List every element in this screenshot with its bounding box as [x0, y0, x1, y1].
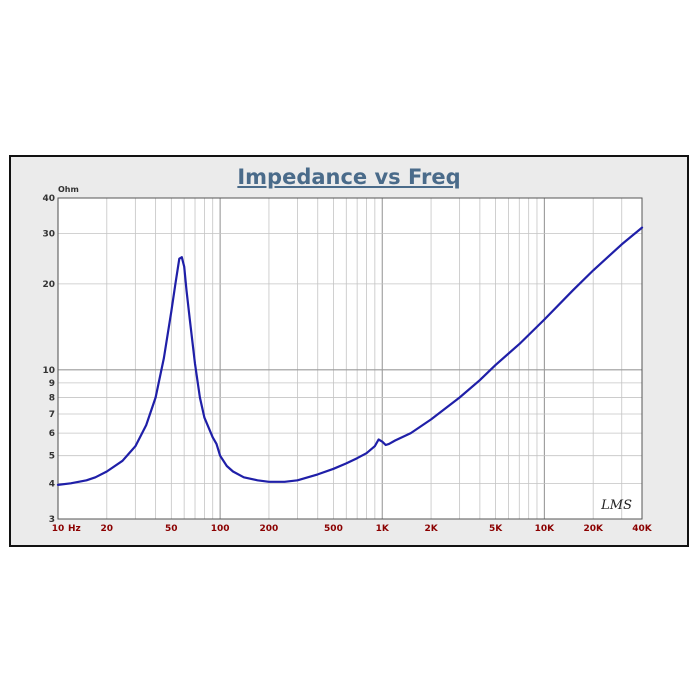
x-unit-label: Hz	[68, 524, 81, 534]
y-tick-label: 4	[49, 479, 55, 489]
chart-svg: 10 20 50 100 200 500 1K 2K 5K 10K 20K 40K Hz 3 4 5 6 7 8 9 1…	[42, 185, 653, 534]
x-tick-label: 10K	[535, 524, 556, 534]
impedance-series-line	[56, 226, 644, 486]
x-tick-label: 20	[101, 524, 114, 534]
chart-title: Impedance vs Freq	[237, 165, 461, 189]
y-tick-label: 20	[42, 280, 55, 290]
x-tick-label: 40K	[632, 524, 653, 534]
y-tick-label: 9	[49, 379, 55, 389]
x-tick-label: 1K	[376, 524, 390, 534]
x-tick-label: 50	[165, 524, 178, 534]
x-tick-label: 2K	[424, 524, 438, 534]
y-tick-label: 40	[42, 194, 55, 204]
y-tick-label: 10	[42, 366, 55, 376]
y-unit-label: Ohm	[58, 185, 79, 194]
y-tick-label: 8	[49, 393, 55, 403]
x-tick-label: 10	[52, 524, 65, 534]
signature-mark: LMS	[600, 498, 632, 513]
y-tick-label: 6	[49, 429, 55, 439]
x-tick-label: 5K	[489, 524, 503, 534]
x-tick-label: 20K	[583, 524, 604, 534]
x-tick-label: 500	[324, 524, 343, 534]
y-tick-label: 3	[49, 515, 55, 525]
plot-area	[58, 198, 642, 519]
y-tick-label: 7	[49, 410, 55, 420]
x-tick-label: 100	[211, 524, 230, 534]
y-tick-label: 30	[42, 230, 55, 240]
y-tick-label: 5	[49, 452, 55, 462]
chart-frame: Impedance vs Freq 10 20 50 100 200 500 1K 2K 5K 1…	[9, 155, 689, 547]
x-tick-label: 200	[260, 524, 279, 534]
plot-border	[57, 197, 643, 520]
